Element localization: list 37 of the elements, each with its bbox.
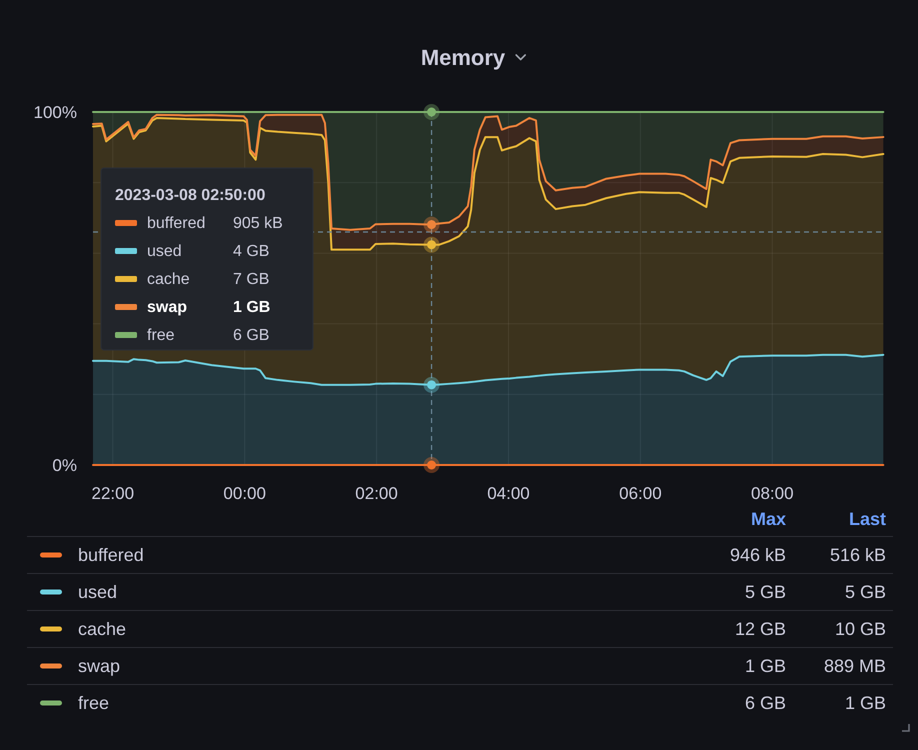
legend-label: buffered (78, 545, 144, 565)
annotation: 6 GB (233, 326, 270, 344)
legend-label: cache (147, 270, 190, 288)
y-tick-label: 0% (52, 456, 77, 474)
text: free (78, 693, 110, 713)
text: cache (78, 619, 126, 639)
text: 5 GB (844, 582, 886, 602)
legend-label: used (147, 242, 182, 260)
text: 516 kB (830, 545, 886, 565)
x-tick-label: 22:00 (92, 484, 134, 502)
annotation: 1 GB (233, 298, 270, 316)
text: 6 GB (744, 693, 786, 713)
x-tick-label: 04:00 (487, 484, 530, 502)
text: swap (78, 656, 120, 676)
annotation: 2023-03-08 02:50:00 (115, 186, 266, 204)
text: 1 GB (844, 693, 886, 713)
text: 946 kB (730, 545, 786, 565)
annotation: 905 kB (233, 214, 283, 232)
text: 889 MB (824, 656, 886, 676)
annotation: 4 GB (233, 242, 270, 260)
text: Max (750, 509, 786, 529)
x-tick-label: 02:00 (355, 484, 398, 502)
text: 12 GB (734, 619, 786, 639)
text: used (78, 582, 118, 602)
x-tick-label: 00:00 (223, 484, 266, 502)
annotation: 7 GB (233, 270, 270, 288)
legend-label: swap (147, 298, 188, 316)
x-tick-label: 08:00 (751, 484, 794, 502)
text: 10 GB (834, 619, 886, 639)
chart-title: Memory (420, 44, 506, 70)
y-tick-label: 100% (34, 102, 77, 122)
legend-label: free (147, 326, 175, 344)
x-tick-label: 06:00 (619, 484, 662, 502)
text: 5 GB (744, 582, 786, 602)
text: Last (848, 509, 886, 529)
text: 1 GB (744, 656, 786, 676)
text: buffered (147, 214, 206, 232)
